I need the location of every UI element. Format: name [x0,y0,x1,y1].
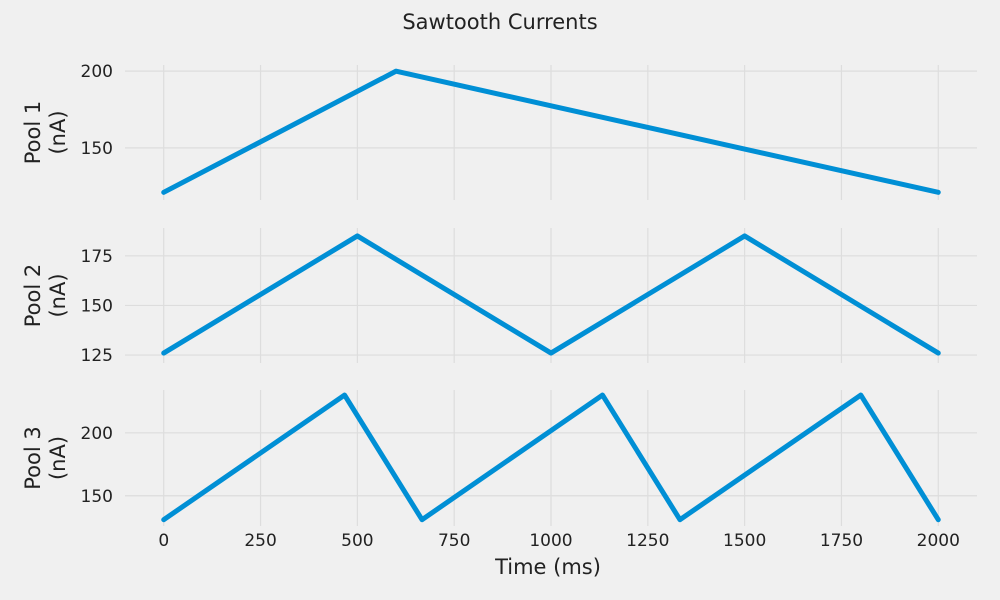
panel-3: 150 200 Pool 3(nA) [21,390,977,526]
x-tick-label: 500 [341,531,373,551]
chart-title: Sawtooth Currents [402,10,597,34]
x-tick-label: 1750 [820,531,863,551]
x-axis-label: Time (ms) [494,555,601,579]
y-axis-label: Pool 2(nA) [21,264,70,327]
x-tick-label: 750 [438,531,470,551]
panel-2: 125 150 175 Pool 2(nA) [21,228,977,366]
y-tick-label: 175 [81,247,113,267]
y-axis-label-line: (nA) [46,436,70,480]
series-line-pool-1 [161,68,941,195]
y-axis-label-line: (nA) [46,273,70,317]
y-axis-label-line: (nA) [46,110,70,154]
series-line-pool-3 [161,392,941,523]
y-tick-label: 150 [81,296,113,316]
y-axis-label-line: Pool 3 [21,426,45,489]
y-axis-label-line: Pool 1 [21,101,45,164]
panel-1: 150 200 Pool 1(nA) [21,62,977,200]
series-line-pool-2 [161,233,941,356]
x-tick-label: 0 [158,531,169,551]
y-axis-label: Pool 3(nA) [21,426,70,489]
y-tick-label: 200 [81,62,113,82]
y-tick-label: 150 [81,487,113,507]
y-axis-label: Pool 1(nA) [21,101,70,164]
x-tick-label: 2000 [917,531,960,551]
y-tick-label: 125 [81,346,113,366]
x-tick-label: 250 [244,531,276,551]
x-tick-label: 1250 [626,531,669,551]
y-tick-label: 150 [81,139,113,159]
x-tick-label: 1000 [529,531,572,551]
x-tick-label: 1500 [723,531,766,551]
y-axis-label-line: Pool 2 [21,264,45,327]
x-axis-ticks: 0 250 500 750 1000 1250 1500 1750 2000 [158,531,960,551]
y-tick-label: 200 [81,424,113,444]
